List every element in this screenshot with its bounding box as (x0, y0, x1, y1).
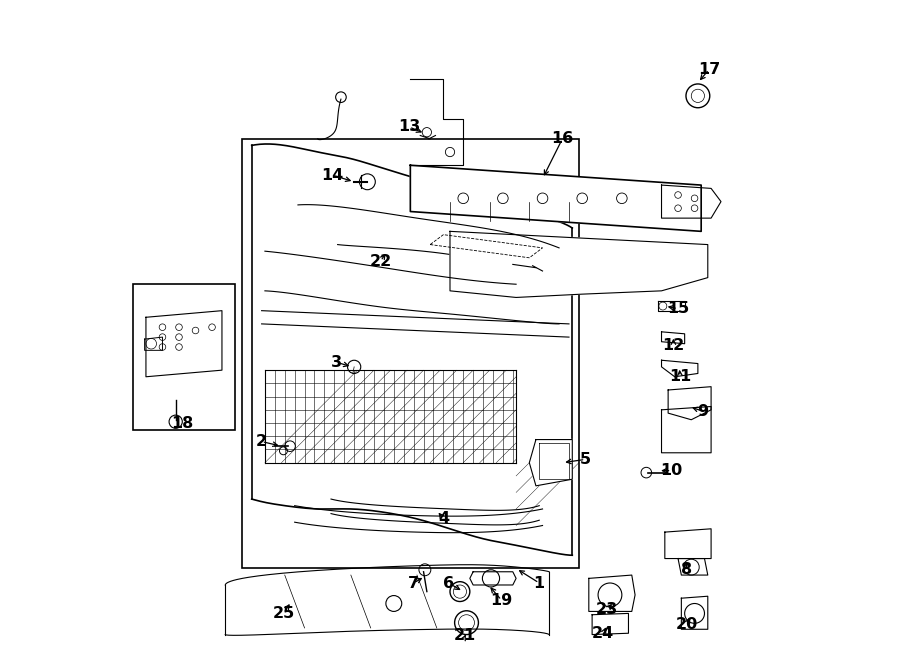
Polygon shape (450, 231, 707, 297)
Text: 17: 17 (698, 62, 720, 77)
Polygon shape (529, 440, 572, 486)
Polygon shape (668, 387, 711, 420)
Text: 7: 7 (408, 576, 419, 590)
Polygon shape (589, 575, 635, 611)
Text: 24: 24 (592, 626, 615, 641)
Bar (132, 284, 235, 430)
Polygon shape (681, 596, 707, 629)
Text: 20: 20 (676, 617, 698, 632)
Polygon shape (592, 613, 628, 635)
Bar (242, 139, 579, 568)
Text: 1: 1 (534, 576, 544, 590)
Polygon shape (678, 559, 707, 575)
Polygon shape (662, 332, 685, 344)
Polygon shape (665, 529, 711, 559)
Text: 6: 6 (443, 576, 454, 590)
Text: 22: 22 (370, 254, 392, 268)
Polygon shape (430, 235, 543, 258)
Text: 14: 14 (321, 168, 344, 182)
Polygon shape (658, 301, 685, 311)
Text: 8: 8 (681, 563, 692, 577)
Text: 19: 19 (491, 593, 513, 607)
Polygon shape (145, 337, 163, 350)
Text: 16: 16 (551, 132, 573, 146)
Text: 2: 2 (256, 434, 267, 449)
Text: 5: 5 (580, 452, 591, 467)
Polygon shape (470, 572, 516, 585)
Polygon shape (662, 360, 698, 377)
Text: 23: 23 (596, 602, 618, 617)
Text: 21: 21 (454, 629, 476, 643)
Text: 10: 10 (661, 463, 682, 478)
Text: 9: 9 (697, 404, 708, 418)
Polygon shape (146, 311, 222, 377)
Text: 3: 3 (330, 355, 342, 369)
Text: 18: 18 (171, 416, 194, 430)
Text: 12: 12 (662, 338, 685, 352)
Text: 4: 4 (437, 512, 449, 526)
Text: 25: 25 (273, 606, 294, 621)
Polygon shape (410, 165, 701, 231)
Text: 11: 11 (669, 369, 691, 384)
Polygon shape (662, 185, 721, 218)
Polygon shape (662, 407, 711, 453)
Text: 13: 13 (398, 120, 420, 134)
Text: 15: 15 (667, 301, 689, 316)
